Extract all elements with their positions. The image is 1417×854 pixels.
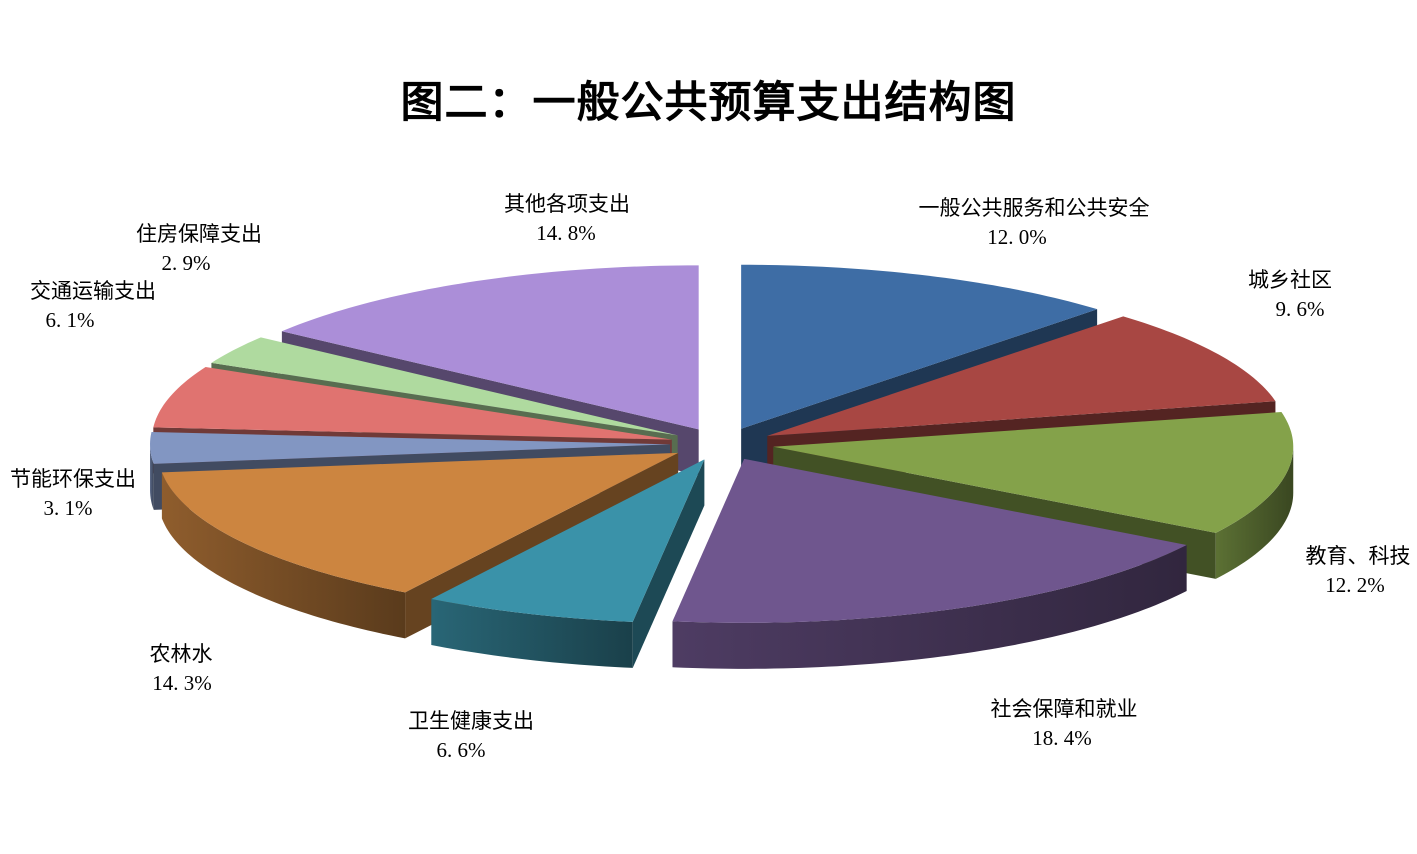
slice-label-percent: 14. 3% xyxy=(152,671,212,695)
slice-label-education-science: 教育、科技 12. 2% xyxy=(1306,542,1411,600)
slice-label-social-security-employment: 社会保障和就业 18. 4% xyxy=(991,695,1138,753)
slice-label-percent: 9. 6% xyxy=(1275,297,1325,321)
slice-label-urban-rural-community: 城乡社区 9. 6% xyxy=(1248,266,1332,324)
slice-label-text: 节能环保支出 xyxy=(10,467,136,491)
pie-slice-health xyxy=(431,459,705,668)
slice-label-health: 卫生健康支出 6. 6% xyxy=(408,707,534,765)
slice-label-text: 交通运输支出 xyxy=(30,279,156,303)
slice-label-text: 城乡社区 xyxy=(1248,268,1332,292)
slice-label-text: 农林水 xyxy=(149,642,213,666)
chart-title: 图二：一般公共预算支出结构图 xyxy=(400,79,1017,127)
slice-label-text: 一般公共服务和公共安全 xyxy=(918,196,1150,220)
slice-label-general-public-services: 一般公共服务和公共安全 12. 0% xyxy=(919,194,1150,252)
slice-label-percent: 12. 2% xyxy=(1325,573,1385,597)
slice-label-percent: 14. 8% xyxy=(536,221,596,245)
pie-slice-social-security-employment xyxy=(672,458,1187,669)
slice-label-percent: 3. 1% xyxy=(43,496,93,520)
slice-label-percent: 6. 6% xyxy=(436,738,486,762)
slice-label-energy-conservation: 节能环保支出 3. 1% xyxy=(10,465,136,523)
slice-label-text: 其他各项支出 xyxy=(504,192,630,216)
slice-label-other: 其他各项支出 14. 8% xyxy=(504,190,630,248)
slice-label-transportation: 交通运输支出 6. 1% xyxy=(30,277,156,335)
slice-label-text: 卫生健康支出 xyxy=(408,709,534,733)
slice-label-percent: 6. 1% xyxy=(45,308,95,332)
slice-label-text: 住房保障支出 xyxy=(136,222,262,246)
slice-label-percent: 2. 9% xyxy=(161,251,211,275)
slice-label-percent: 12. 0% xyxy=(987,225,1047,249)
slice-label-agriculture-forestry-water: 农林水 14. 3% xyxy=(150,640,213,698)
slice-label-text: 教育、科技 xyxy=(1305,544,1411,568)
slice-label-percent: 18. 4% xyxy=(1032,726,1092,750)
slice-label-housing-security: 住房保障支出 2. 9% xyxy=(136,220,262,278)
slice-label-text: 社会保障和就业 xyxy=(990,697,1138,721)
